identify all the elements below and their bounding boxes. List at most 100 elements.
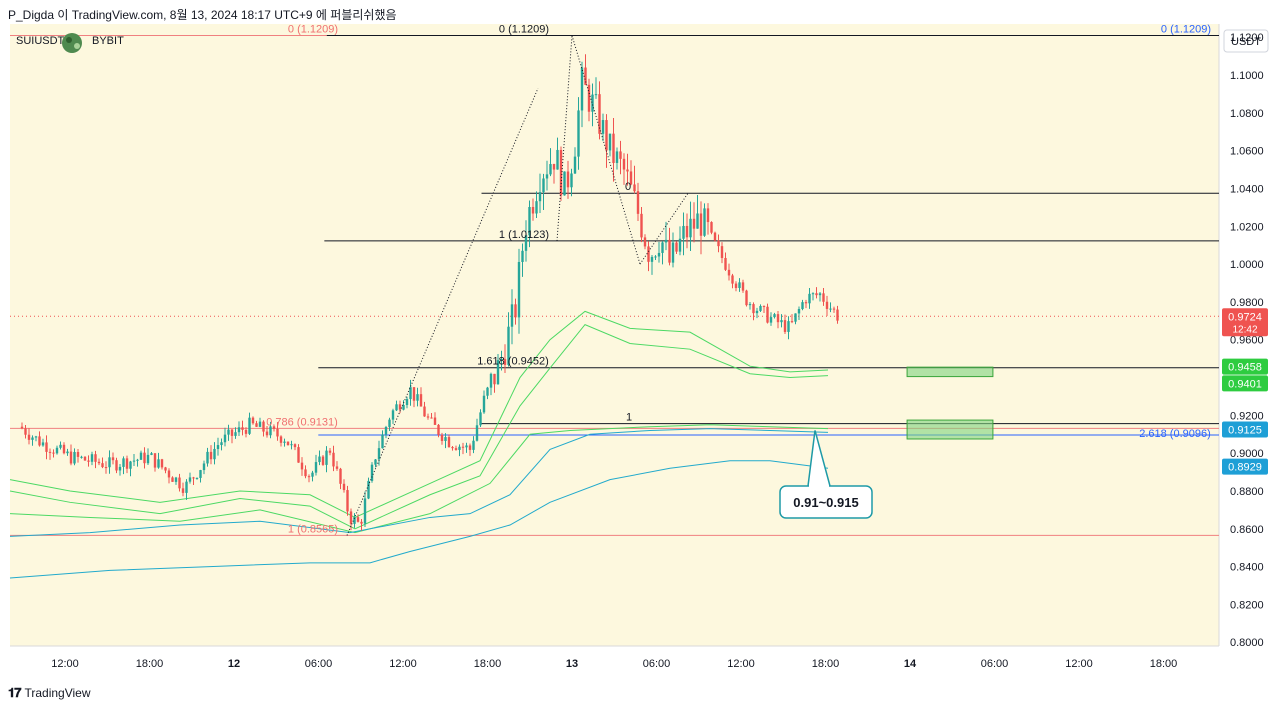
x-tick-label: 12:00 — [1065, 658, 1093, 670]
candle-body — [762, 306, 766, 308]
candle-body — [318, 456, 321, 463]
candle-body — [640, 213, 643, 238]
y-tick-label: 0.8000 — [1230, 637, 1264, 649]
candle-body — [377, 448, 381, 460]
candle-body — [363, 498, 367, 524]
candle-body — [745, 290, 748, 306]
candle-body — [335, 466, 339, 469]
candle-body — [447, 437, 451, 448]
x-tick-label: 13 — [566, 658, 578, 670]
x-tick-label: 12 — [228, 658, 240, 670]
candle-body — [24, 428, 27, 435]
candle-body — [139, 452, 143, 460]
price-badge — [1222, 308, 1268, 337]
candle-body — [185, 481, 188, 493]
candle-body — [482, 395, 486, 413]
chart[interactable]: SUIUSDT BYBIT USDT 1.1200 1.1000 1.0800 1.0… — [0, 24, 1280, 684]
candle-body — [248, 417, 251, 434]
candle-body — [328, 450, 332, 453]
candle-body — [178, 477, 181, 489]
candle-body — [500, 359, 503, 361]
candle-body — [216, 445, 220, 449]
candle-body — [171, 477, 174, 482]
stepped-band-cyan — [9, 428, 829, 537]
candle-body — [104, 467, 108, 469]
candle-body — [360, 521, 363, 524]
candle-body — [230, 429, 234, 436]
candle-body — [227, 429, 230, 435]
candle-body — [668, 239, 671, 263]
candle-body — [801, 302, 804, 310]
upper-band-outer — [9, 310, 829, 518]
candle-body — [342, 483, 346, 491]
candle-body — [503, 359, 507, 365]
candle-body — [244, 429, 248, 434]
candle-body — [724, 257, 727, 270]
chart-svg[interactable]: SUIUSDT BYBIT USDT 1.1200 1.1000 1.0800 1.0… — [0, 24, 1280, 684]
candle-body — [188, 477, 192, 482]
zone-upper — [906, 366, 994, 378]
candle-body — [388, 419, 391, 428]
candle-body — [818, 293, 822, 296]
y-tick-label: 1.1200 — [1230, 32, 1264, 44]
candle-body — [59, 444, 62, 448]
candle-body — [419, 394, 423, 407]
candle-body — [836, 309, 839, 321]
candle-body — [510, 304, 514, 327]
candle-body — [535, 201, 538, 214]
candle-body — [612, 133, 615, 163]
candle-body — [76, 451, 80, 457]
candle-body — [559, 149, 563, 196]
candle-body — [521, 250, 524, 262]
candle-body — [629, 171, 633, 185]
tradingview-logo-icon: 𝟏𝟕 — [8, 685, 22, 700]
candle-body — [356, 517, 360, 522]
candle-body — [584, 67, 587, 85]
candle-body — [370, 464, 374, 481]
candle-body — [577, 110, 580, 157]
candle-body — [265, 431, 269, 436]
candle-body — [699, 213, 703, 236]
candle-body — [713, 232, 717, 241]
candle-body — [689, 218, 692, 238]
candle-body — [825, 301, 829, 309]
candle-body — [496, 360, 500, 385]
candle-body — [776, 314, 780, 323]
candle-body — [304, 469, 307, 477]
currency-label: USDT — [1231, 36, 1261, 48]
candle-body — [524, 235, 528, 251]
candle-body — [608, 133, 612, 151]
candle-body — [727, 269, 731, 276]
candle-body — [671, 242, 675, 263]
candle-body — [391, 410, 395, 420]
symbol-label[interactable]: SUIUSDT — [16, 35, 65, 47]
x-tick-label: 06:00 — [305, 658, 333, 670]
candle-body — [797, 309, 801, 314]
x-tick-label: 12:00 — [51, 658, 79, 670]
candle-body — [451, 447, 454, 449]
candle-body — [87, 460, 90, 462]
x-tick-label: 06:00 — [643, 658, 671, 670]
candle-body — [545, 174, 549, 179]
candle-body — [692, 218, 696, 229]
candle-body — [472, 440, 475, 450]
candle-body — [633, 184, 636, 192]
candle-body — [517, 261, 521, 318]
candle-body — [580, 67, 584, 111]
candle-body — [55, 447, 59, 454]
candle-body — [475, 425, 479, 441]
candle-body — [321, 456, 325, 465]
y-tick-label: 1.0000 — [1230, 259, 1264, 271]
candle-body — [405, 399, 409, 405]
candle-body — [794, 313, 797, 322]
candle-body — [94, 454, 97, 462]
candle-body — [664, 239, 668, 243]
candle-body — [34, 436, 38, 438]
x-tick-label: 18:00 — [136, 658, 164, 670]
candle-body — [444, 437, 447, 441]
candle-body — [146, 454, 150, 464]
candle-body — [615, 151, 619, 163]
candle-body — [738, 282, 741, 289]
candle-body — [538, 192, 542, 202]
currency-button[interactable] — [1223, 29, 1269, 53]
